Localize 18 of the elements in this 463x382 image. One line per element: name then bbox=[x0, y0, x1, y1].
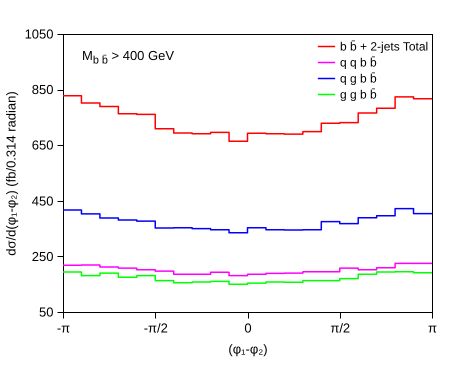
x-tick-label: -π/2 bbox=[144, 320, 168, 336]
x-axis-title: (φ₁-φ₂) bbox=[228, 342, 268, 356]
x-tick-label: -π bbox=[56, 320, 70, 336]
x-tick-label: 0 bbox=[244, 320, 252, 336]
legend-label: g g b b̄ bbox=[340, 88, 378, 102]
y-tick-label: 1050 bbox=[24, 26, 54, 42]
x-tick-label: π/2 bbox=[330, 320, 350, 336]
y-tick-label: 50 bbox=[39, 304, 54, 320]
legend-label: b b̄ + 2-jets Total bbox=[340, 40, 428, 54]
legend-label: q q b b̄ bbox=[340, 56, 378, 70]
y-tick-label: 450 bbox=[32, 193, 54, 208]
y-tick-label: 250 bbox=[32, 248, 54, 264]
y-tick-label: 850 bbox=[32, 82, 54, 98]
x-tick-label: π bbox=[428, 320, 438, 336]
y-axis-title: dσ/d(φ₁-φ₂) (fb/0.314 radian) bbox=[4, 91, 19, 256]
y-tick-label: 650 bbox=[32, 138, 54, 153]
annotation: M$_{b b̄}$ > 400 GeV bbox=[82, 48, 174, 67]
legend-label: q g b b̄ bbox=[340, 72, 378, 86]
